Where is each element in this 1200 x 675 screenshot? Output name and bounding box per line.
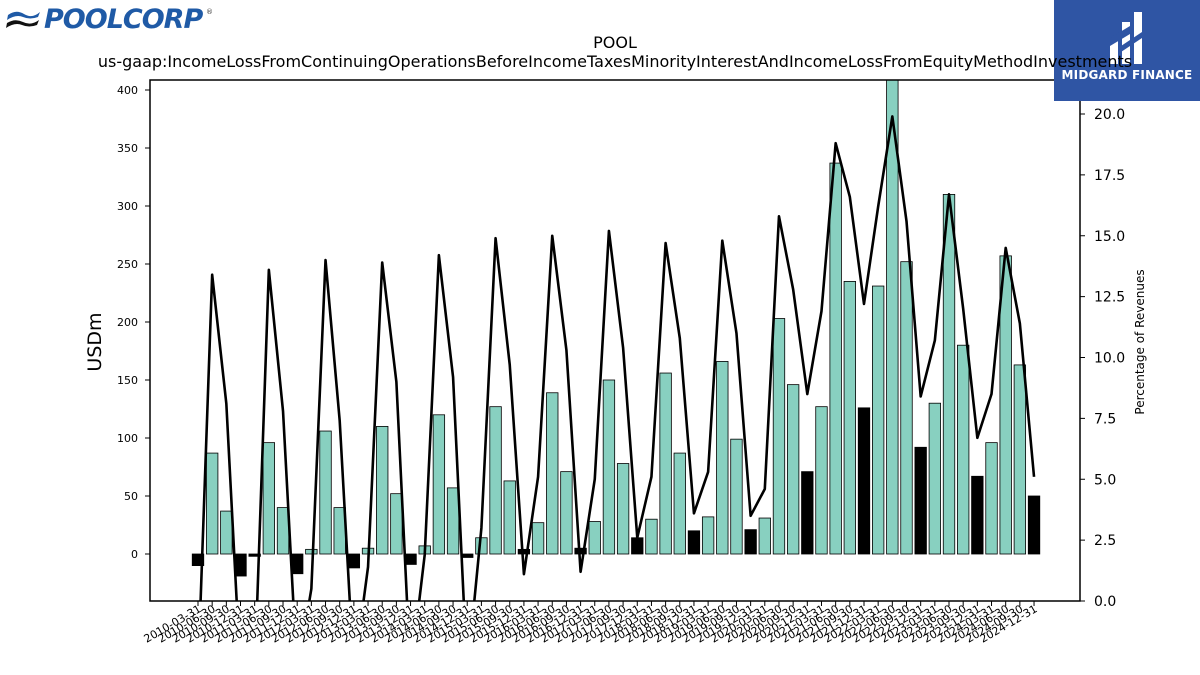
bar-2013-06-30 [376,425,389,555]
poolcorp-logo-text: POOLCORP [44,4,203,35]
y-tick-label: 400 [117,84,138,97]
bar-2022-03-31 [872,285,885,555]
bar-2014-12-31 [461,553,474,558]
bar-2013-09-30 [390,493,403,555]
y-tick-label: 0 [131,548,138,561]
bar-2021-12-31 [857,407,871,555]
bar-2019-12-31 [744,529,757,555]
bar-2011-03-31 [248,553,261,557]
midgard-emblem-icon [1110,12,1142,64]
bar-2020-12-31 [801,471,814,555]
bar-2022-06-30 [886,80,899,555]
y-tick-label: 150 [117,374,138,387]
bar-2024-12-31 [1027,495,1041,555]
bar-2017-06-30 [602,379,616,555]
bar-2021-06-30 [829,162,842,555]
bar-2018-09-30 [673,452,686,555]
bar-2021-03-31 [815,406,828,555]
bar-2011-09-30 [276,507,290,555]
bar-2015-12-31 [517,548,531,555]
bar-2022-09-30 [900,261,913,555]
y2-tick-label: 17.5 [1094,168,1125,184]
bar-2019-09-30 [730,438,743,555]
bar-2022-12-31 [914,446,927,555]
bar-2016-09-30 [560,471,573,555]
bar-2019-03-31 [701,516,715,555]
bar-2014-06-30 [432,414,446,555]
y-tick-label: 350 [117,142,138,155]
bar-2015-06-30 [489,406,502,555]
bar-2019-06-30 [716,361,729,555]
chart-subtitle: us-gaap:IncomeLossFromContinuingOperatio… [97,52,1133,71]
bar-2012-12-31 [347,553,361,569]
y2-tick-label: 0.0 [1094,594,1116,610]
percentage-of-revenues-line [199,115,1036,601]
registered-mark: ® [206,8,213,16]
y2-tick-label: 15.0 [1094,229,1125,245]
bar-2010-06-30 [206,452,219,555]
y2-tick-label: 7.5 [1094,411,1116,427]
y-tick-label: 100 [117,432,138,445]
bar-2024-09-30 [1013,364,1027,555]
y2-tick-label: 5.0 [1094,472,1116,488]
midgard-finance-text: MIDGARD FINANCE [1061,68,1193,82]
bar-2020-06-30 [772,318,786,555]
bar-2018-03-31 [645,518,658,555]
bar-2017-03-31 [588,521,601,555]
y2-tick-label: 10.0 [1094,351,1125,367]
y2-tick-label: 20.0 [1094,107,1125,123]
bar-2023-09-30 [957,344,970,555]
bar-2020-09-30 [786,384,800,555]
midgard-finance-logo: MIDGARD FINANCE [1054,0,1200,101]
bar-2017-09-30 [616,463,630,555]
bar-2015-09-30 [503,480,516,555]
y-axis-label: USDm [84,312,106,371]
poolcorp-logo: POOLCORP ® [6,4,216,38]
y-tick-label: 50 [124,490,138,503]
bar-2023-12-31 [971,475,984,555]
y-tick-label: 300 [117,200,138,213]
bar-2010-09-30 [220,510,233,555]
bar-2020-03-31 [758,517,771,555]
bar-2016-03-31 [531,522,545,555]
bar-2011-12-31 [291,553,304,575]
bar-2017-12-31 [631,537,644,555]
bar-2023-03-31 [928,402,941,555]
bar-2012-03-31 [305,548,318,555]
bar-2013-12-31 [404,553,417,565]
y2-tick-label: 2.5 [1094,533,1116,549]
chart-title: POOL [593,33,637,52]
bar-2016-06-30 [546,392,559,555]
bar-2024-03-31 [985,442,998,555]
y-tick-label: 250 [117,258,138,271]
plot-frame [149,79,1081,602]
bar-2021-09-30 [843,280,856,555]
bar-2014-09-30 [446,487,460,555]
bar-2018-12-31 [687,530,701,555]
bar-2010-03-31 [191,553,205,567]
bar-2011-06-30 [262,442,276,555]
y2-tick-label: 12.5 [1094,290,1125,306]
bar-2012-06-30 [319,430,332,555]
y-tick-label: 200 [117,316,138,329]
wave-icon [6,11,40,28]
bar-2018-06-30 [659,372,672,555]
y2-axis-label: Percentage of Revenues [1133,269,1147,414]
bars-group [191,80,1041,577]
